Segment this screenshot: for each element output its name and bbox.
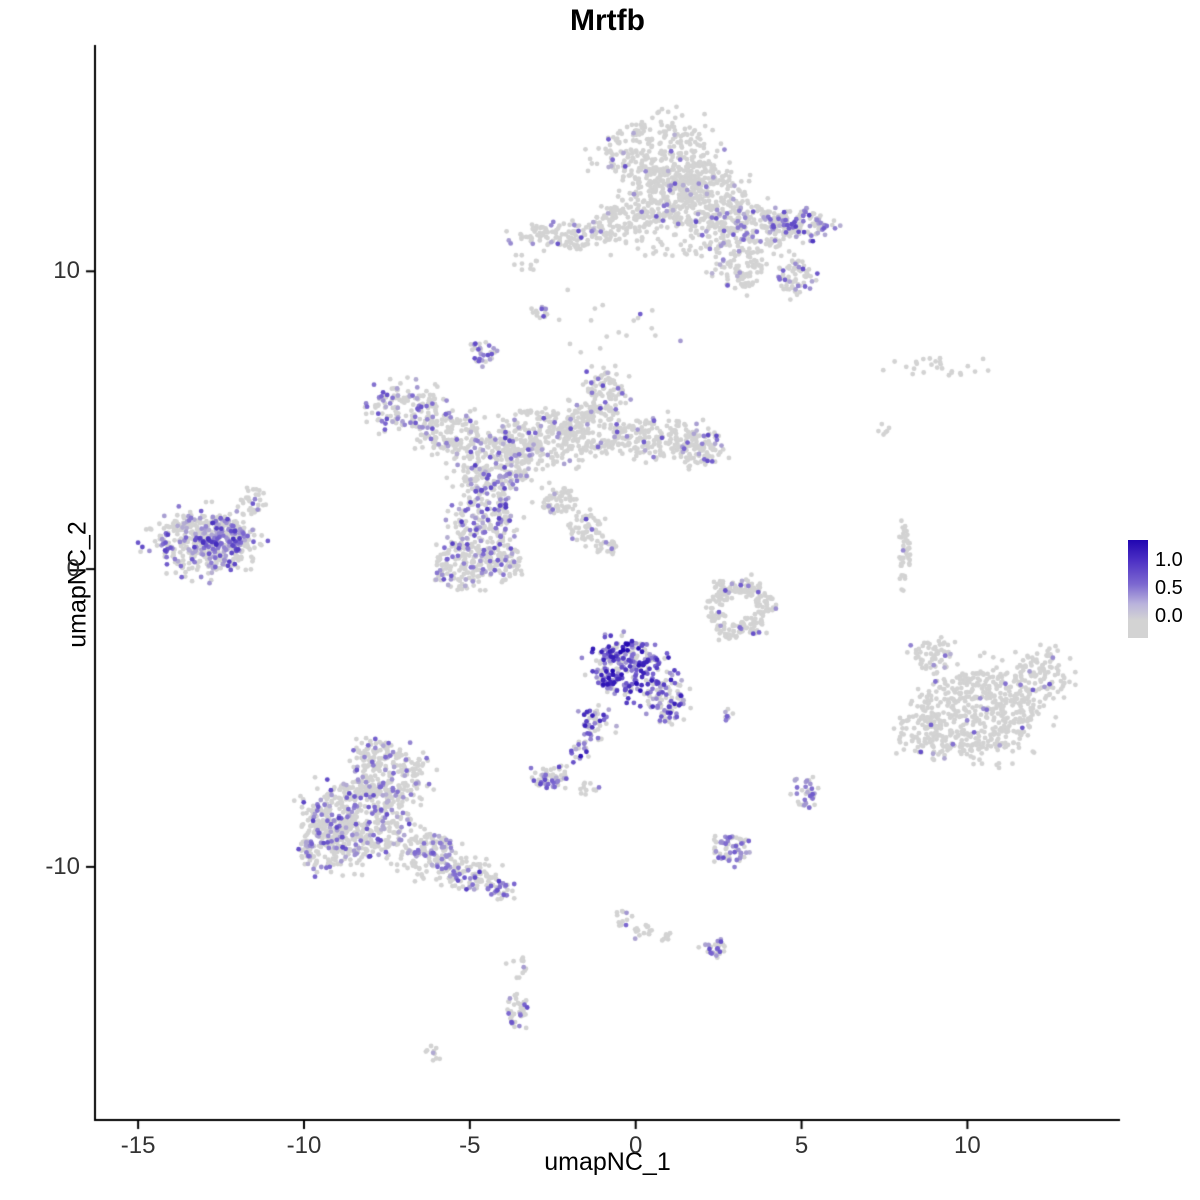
y-axis-label: umapNC_2 [63, 521, 92, 648]
x-axis-label: umapNC_1 [544, 1148, 671, 1176]
x-tick-label: -10 [286, 1132, 322, 1159]
y-tick-label: -10 [45, 852, 80, 880]
y-tick-label: 10 [53, 257, 80, 285]
legend-label-mid: 0.5 [1155, 577, 1183, 599]
plot-title: Mrtfb [570, 4, 645, 37]
x-tick-label: -5 [459, 1132, 481, 1159]
x-tick-label: 5 [794, 1132, 809, 1159]
legend-label-high: 1.0 [1155, 549, 1183, 571]
x-tick-label: 0 [629, 1132, 643, 1159]
legend-label-low: 0.0 [1155, 605, 1183, 627]
color-legend: 1.0 0.5 0.0 [1128, 540, 1198, 640]
x-tick-label: 10 [954, 1132, 981, 1159]
x-tick-label: -15 [120, 1132, 156, 1159]
y-tick-label: 0 [66, 555, 80, 583]
legend-gradient-bar [1128, 540, 1148, 638]
